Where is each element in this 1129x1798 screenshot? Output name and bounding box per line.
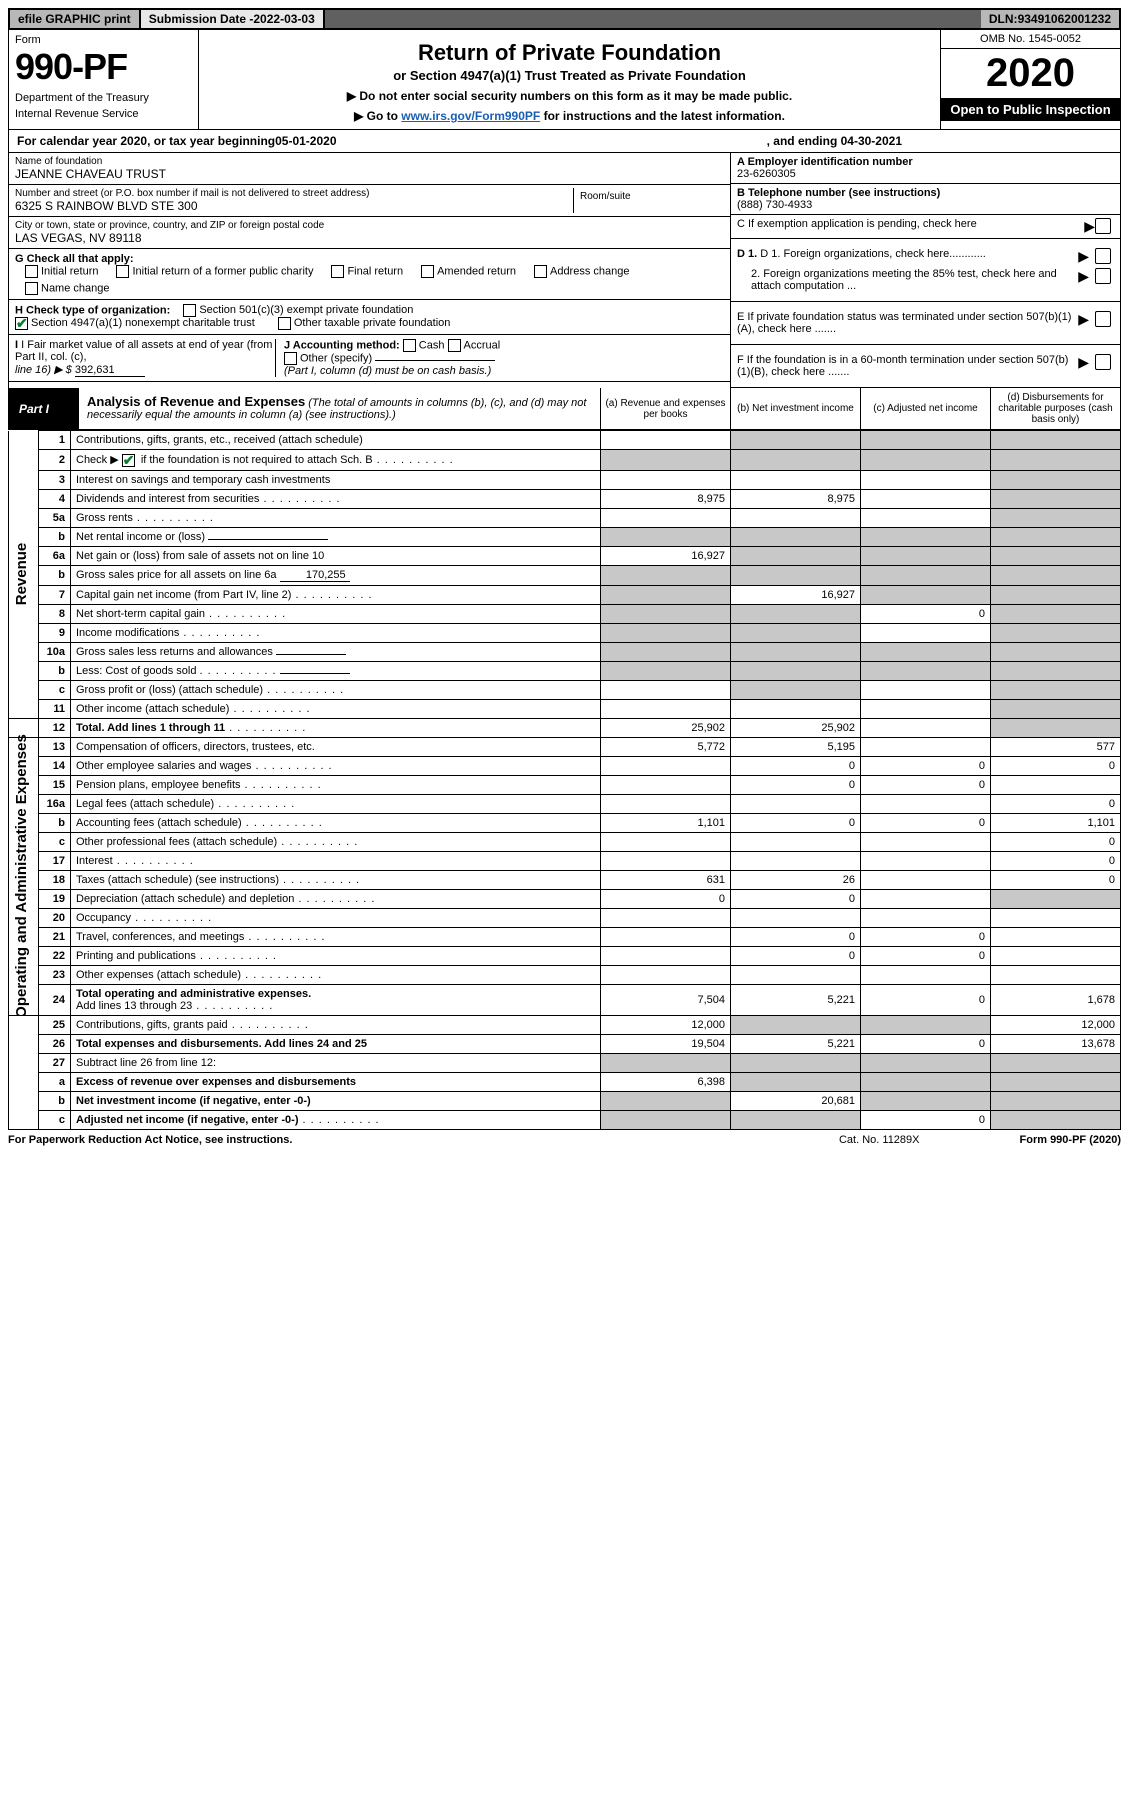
header-right: OMB No. 1545-0052 2020 Open to Public In… xyxy=(940,30,1120,129)
calendar-year-row: For calendar year 2020, or tax year begi… xyxy=(8,130,1121,153)
foundation-name: JEANNE CHAVEAU TRUST xyxy=(15,167,724,181)
section-i-j: I I Fair market value of all assets at e… xyxy=(9,335,730,382)
chk-501c3[interactable] xyxy=(183,304,196,317)
part1-header: Part I Analysis of Revenue and Expenses … xyxy=(8,388,1121,430)
dln: DLN: 93491062001232 xyxy=(981,10,1119,28)
part-i-label: Part I xyxy=(9,388,79,429)
hint-ssn: ▶ Do not enter social security numbers o… xyxy=(205,89,934,103)
chk-amended[interactable] xyxy=(421,265,434,278)
expenses-label: Operating and Administrative Expenses xyxy=(13,734,30,1018)
topbar-spacer xyxy=(325,10,981,28)
chk-name[interactable] xyxy=(25,282,38,295)
tax-year: 2020 xyxy=(941,49,1120,98)
foundation-name-cell: Name of foundation JEANNE CHAVEAU TRUST xyxy=(9,153,730,185)
chk-address[interactable] xyxy=(534,265,547,278)
fmv-assets: 392,631 xyxy=(75,364,145,377)
chk-initial-former[interactable] xyxy=(116,265,129,278)
chk-accrual[interactable] xyxy=(448,339,461,352)
omb-number: OMB No. 1545-0052 xyxy=(941,30,1120,49)
info-grid: Name of foundation JEANNE CHAVEAU TRUST … xyxy=(8,153,1121,388)
chk-d2[interactable] xyxy=(1095,268,1111,284)
col-d-head: (d) Disbursements for charitable purpose… xyxy=(990,388,1120,429)
city-cell: City or town, state or province, country… xyxy=(9,217,730,249)
paperwork-notice: For Paperwork Reduction Act Notice, see … xyxy=(8,1134,292,1146)
ein: 23-6260305 xyxy=(737,168,796,180)
chk-d1[interactable] xyxy=(1095,248,1111,264)
city-state-zip: LAS VEGAS, NV 89118 xyxy=(15,231,724,245)
col-b-head: (b) Net investment income xyxy=(730,388,860,429)
col-a-head: (a) Revenue and expenses per books xyxy=(600,388,730,429)
address-row: Number and street (or P.O. box number if… xyxy=(9,185,730,217)
form-number: 990-PF xyxy=(15,46,192,88)
submission-date: Submission Date - 2022-03-03 xyxy=(141,10,325,28)
open-inspection: Open to Public Inspection xyxy=(941,98,1120,121)
form-title: Return of Private Foundation xyxy=(205,40,934,66)
phone: (888) 730-4933 xyxy=(737,199,812,211)
form-ref: Form 990-PF (2020) xyxy=(1020,1134,1122,1146)
header-center: Return of Private Foundation or Section … xyxy=(199,30,940,129)
efile-label[interactable]: efile GRAPHIC print xyxy=(10,10,141,28)
header-left: Form 990-PF Department of the Treasury I… xyxy=(9,30,199,129)
cat-no: Cat. No. 11289X xyxy=(839,1134,920,1146)
revenue-label: Revenue xyxy=(13,543,30,606)
chk-initial[interactable] xyxy=(25,265,38,278)
hint-goto: ▶ Go to www.irs.gov/Form990PF for instru… xyxy=(205,109,934,123)
section-g: G Check all that apply: Initial return I… xyxy=(9,249,730,300)
col-c-head: (c) Adjusted net income xyxy=(860,388,990,429)
part1-table: Revenue 1Contributions, gifts, grants, e… xyxy=(8,430,1121,1130)
page-footer: For Paperwork Reduction Act Notice, see … xyxy=(8,1130,1121,1146)
form-header: Form 990-PF Department of the Treasury I… xyxy=(8,30,1121,130)
chk-sch-b[interactable] xyxy=(122,454,135,467)
chk-other-method[interactable] xyxy=(284,352,297,365)
chk-c[interactable] xyxy=(1095,218,1111,234)
chk-e[interactable] xyxy=(1095,311,1111,327)
chk-final[interactable] xyxy=(331,265,344,278)
street-address: 6325 S RAINBOW BLVD STE 300 xyxy=(15,199,573,213)
irs-link[interactable]: www.irs.gov/Form990PF xyxy=(401,109,540,123)
form-subtitle: or Section 4947(a)(1) Trust Treated as P… xyxy=(205,68,934,83)
form-label: Form xyxy=(15,34,192,46)
info-left: Name of foundation JEANNE CHAVEAU TRUST … xyxy=(9,153,730,388)
top-bar: efile GRAPHIC print Submission Date - 20… xyxy=(8,8,1121,30)
chk-f[interactable] xyxy=(1095,354,1111,370)
section-h: H Check type of organization: Section 50… xyxy=(9,300,730,335)
info-right: A Employer identification number 23-6260… xyxy=(730,153,1120,388)
dept-treasury: Department of the Treasury xyxy=(15,92,192,104)
chk-cash[interactable] xyxy=(403,339,416,352)
chk-4947[interactable] xyxy=(15,317,28,330)
chk-other-tax[interactable] xyxy=(278,317,291,330)
irs-label: Internal Revenue Service xyxy=(15,108,192,120)
